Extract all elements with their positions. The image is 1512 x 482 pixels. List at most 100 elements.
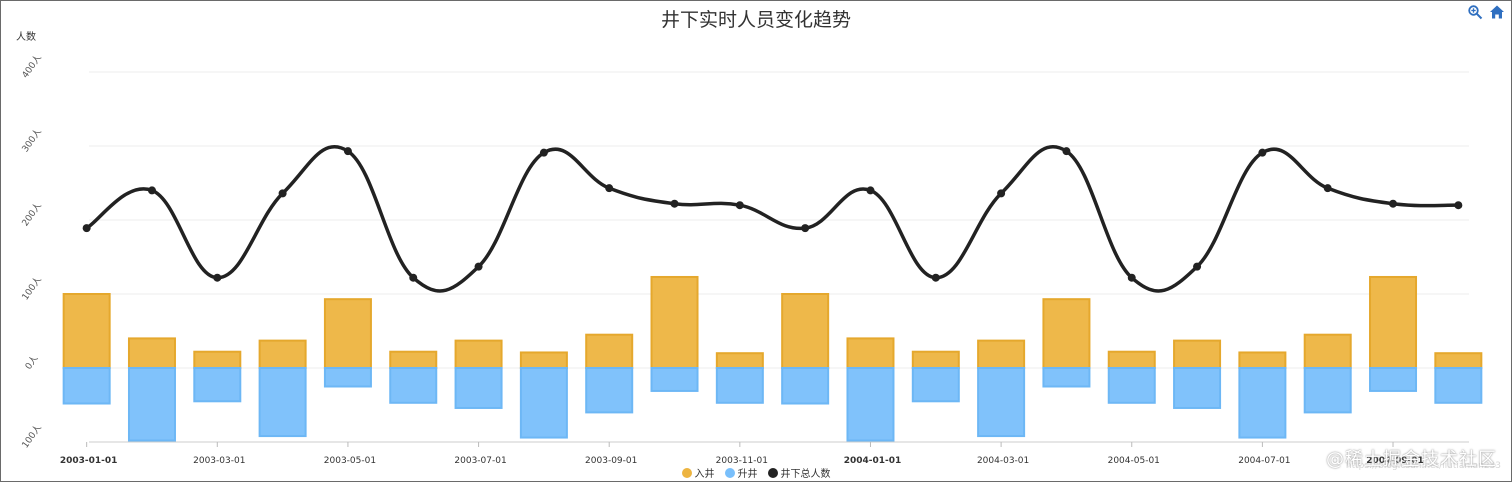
bar-out xyxy=(127,367,176,442)
line-point xyxy=(343,147,352,156)
bar-out xyxy=(1042,367,1091,388)
x-tick-label: 2004-03-01 xyxy=(977,456,1029,466)
bar-in xyxy=(585,333,634,370)
bar-out xyxy=(846,367,895,442)
line-point xyxy=(801,224,810,233)
bar-out xyxy=(715,367,764,404)
legend-swatch-in xyxy=(681,467,692,478)
bar-in xyxy=(781,293,830,369)
line-point xyxy=(931,273,940,282)
bar-in xyxy=(454,339,503,369)
bar-out xyxy=(323,367,372,388)
line-point xyxy=(1127,273,1136,282)
bar-in xyxy=(62,293,111,369)
y-tick-label: 400人 xyxy=(20,53,44,81)
bar-out xyxy=(1303,367,1352,414)
line-point xyxy=(278,189,287,198)
line-point xyxy=(147,186,156,195)
x-tick-label: 2004-09-01 xyxy=(1366,456,1424,466)
bar-in xyxy=(911,350,960,370)
x-tick-label: 2004-01-01 xyxy=(844,456,902,466)
bar-in xyxy=(846,337,895,369)
bar-out xyxy=(977,367,1026,438)
bar-out xyxy=(1107,367,1156,404)
line-point xyxy=(670,199,679,208)
home-icon[interactable] xyxy=(1489,4,1505,20)
bar-out xyxy=(650,367,699,392)
bar-in xyxy=(977,339,1026,369)
line-point xyxy=(735,201,744,210)
legend-label-out: 升井 xyxy=(737,469,758,480)
line-point xyxy=(1323,184,1332,193)
y-tick-label: 300人 xyxy=(20,127,44,155)
line-point xyxy=(1389,199,1398,208)
bar-out xyxy=(389,367,438,404)
line-point xyxy=(474,262,483,271)
bar-out xyxy=(454,367,503,409)
line-point xyxy=(82,224,91,233)
legend-swatch-total xyxy=(767,467,778,478)
bar-in xyxy=(1238,351,1287,369)
chart-toolbox xyxy=(1467,4,1505,20)
bar-out xyxy=(1434,367,1483,404)
line-point xyxy=(539,148,548,157)
x-tick-label: 2003-03-01 xyxy=(193,456,245,466)
bar-out xyxy=(1238,367,1287,439)
bar-in xyxy=(389,350,438,370)
bar-in xyxy=(715,352,764,370)
bar-out xyxy=(62,367,111,405)
watermark: @稀土掘金技术社区 xyxy=(1326,449,1497,470)
y-axis-name: 人数 xyxy=(16,32,36,43)
bar-in xyxy=(1303,333,1352,370)
zoom-icon[interactable] xyxy=(1467,4,1483,20)
line-point xyxy=(213,273,222,282)
y-tick-label: 100人 xyxy=(20,423,44,451)
line-point xyxy=(1062,147,1071,156)
bar-in xyxy=(1042,298,1091,369)
bar-in xyxy=(1434,352,1483,370)
line-point xyxy=(1258,148,1267,157)
legend-item-in[interactable]: 入井 xyxy=(681,465,715,480)
bar-out xyxy=(519,367,568,439)
bar-in xyxy=(127,337,176,369)
legend-label-in: 入井 xyxy=(694,469,715,480)
legend-item-out[interactable]: 升井 xyxy=(724,465,758,480)
legend-item-total[interactable]: 井下总人数 xyxy=(767,465,831,480)
line-point xyxy=(409,273,418,282)
x-tick-label: 2003-05-01 xyxy=(324,456,376,466)
y-tick-label: 0人 xyxy=(23,353,40,371)
y-tick-label: 200人 xyxy=(20,201,44,229)
x-tick-label: 2003-09-01 xyxy=(585,456,637,466)
legend-swatch-out xyxy=(724,467,735,478)
bar-out xyxy=(781,367,830,405)
chart-legend: 入井 升井 井下总人数 xyxy=(1,465,1511,480)
line-point xyxy=(1454,201,1463,210)
x-tick-label: 2003-07-01 xyxy=(454,456,506,466)
legend-label-total: 井下总人数 xyxy=(780,469,831,480)
bar-out xyxy=(1173,367,1222,409)
line-point xyxy=(605,184,614,193)
x-tick-label: 2004-05-01 xyxy=(1108,456,1160,466)
bar-in xyxy=(1369,275,1418,370)
watermark-url: https://blog.csdn.net/liutianlan233 xyxy=(1345,461,1501,471)
bar-in xyxy=(193,350,242,370)
bar-out xyxy=(1369,367,1418,392)
x-tick-label: 2003-11-01 xyxy=(716,456,768,466)
bar-in xyxy=(650,275,699,370)
bar-out xyxy=(911,367,960,403)
line-point xyxy=(866,186,875,195)
x-tick-label: 2003-01-01 xyxy=(60,456,118,466)
bar-in xyxy=(1107,350,1156,370)
bar-in xyxy=(258,339,307,369)
bar-in xyxy=(1173,339,1222,369)
chart-title: 井下实时人员变化趋势 xyxy=(660,9,851,31)
line-point xyxy=(997,189,1006,198)
bar-out xyxy=(258,367,307,438)
bar-out xyxy=(193,367,242,403)
line-total xyxy=(85,144,1459,293)
y-tick-label: 100人 xyxy=(20,275,44,303)
bar-in xyxy=(323,298,372,369)
bar-out xyxy=(585,367,634,414)
